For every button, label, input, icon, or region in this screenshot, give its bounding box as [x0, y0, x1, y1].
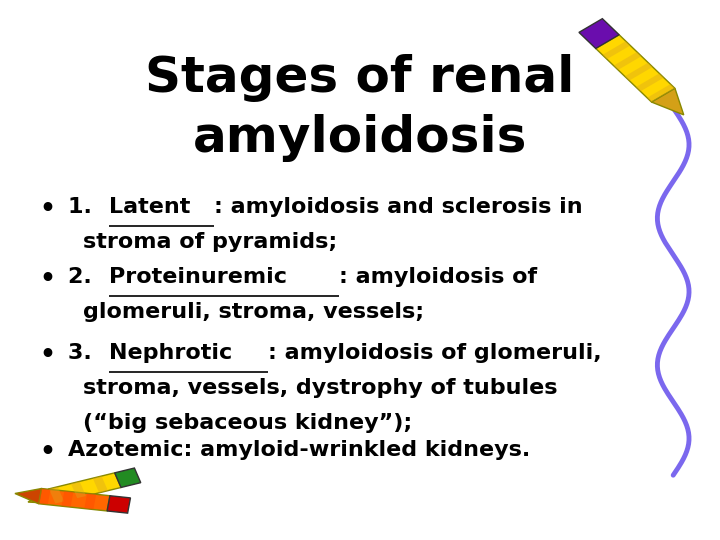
Text: : amyloidosis of: : amyloidosis of [338, 267, 537, 287]
Text: 2.: 2. [68, 267, 100, 287]
Text: 3.: 3. [68, 343, 100, 363]
Text: : amyloidosis of glomeruli,: : amyloidosis of glomeruli, [268, 343, 602, 363]
Text: •: • [40, 343, 55, 367]
Text: stroma, vessels, dystrophy of tubules: stroma, vessels, dystrophy of tubules [83, 378, 557, 398]
Text: Azotemic: amyloid-wrinkled kidneys.: Azotemic: amyloid-wrinkled kidneys. [68, 440, 531, 460]
Text: •: • [40, 197, 55, 221]
Text: Latent: Latent [109, 197, 191, 217]
Text: •: • [40, 440, 55, 464]
Text: amyloidosis: amyloidosis [193, 114, 527, 161]
Text: 1.: 1. [68, 197, 100, 217]
Text: : amyloidosis and sclerosis in: : amyloidosis and sclerosis in [215, 197, 582, 217]
Text: •: • [40, 267, 55, 291]
Text: Proteinuremic: Proteinuremic [109, 267, 287, 287]
Text: stroma of pyramids;: stroma of pyramids; [83, 232, 337, 252]
Text: glomeruli, stroma, vessels;: glomeruli, stroma, vessels; [83, 302, 424, 322]
Text: Nephrotic: Nephrotic [109, 343, 233, 363]
Text: (“big sebaceous kidney”);: (“big sebaceous kidney”); [83, 413, 412, 433]
Text: Stages of renal: Stages of renal [145, 55, 575, 102]
